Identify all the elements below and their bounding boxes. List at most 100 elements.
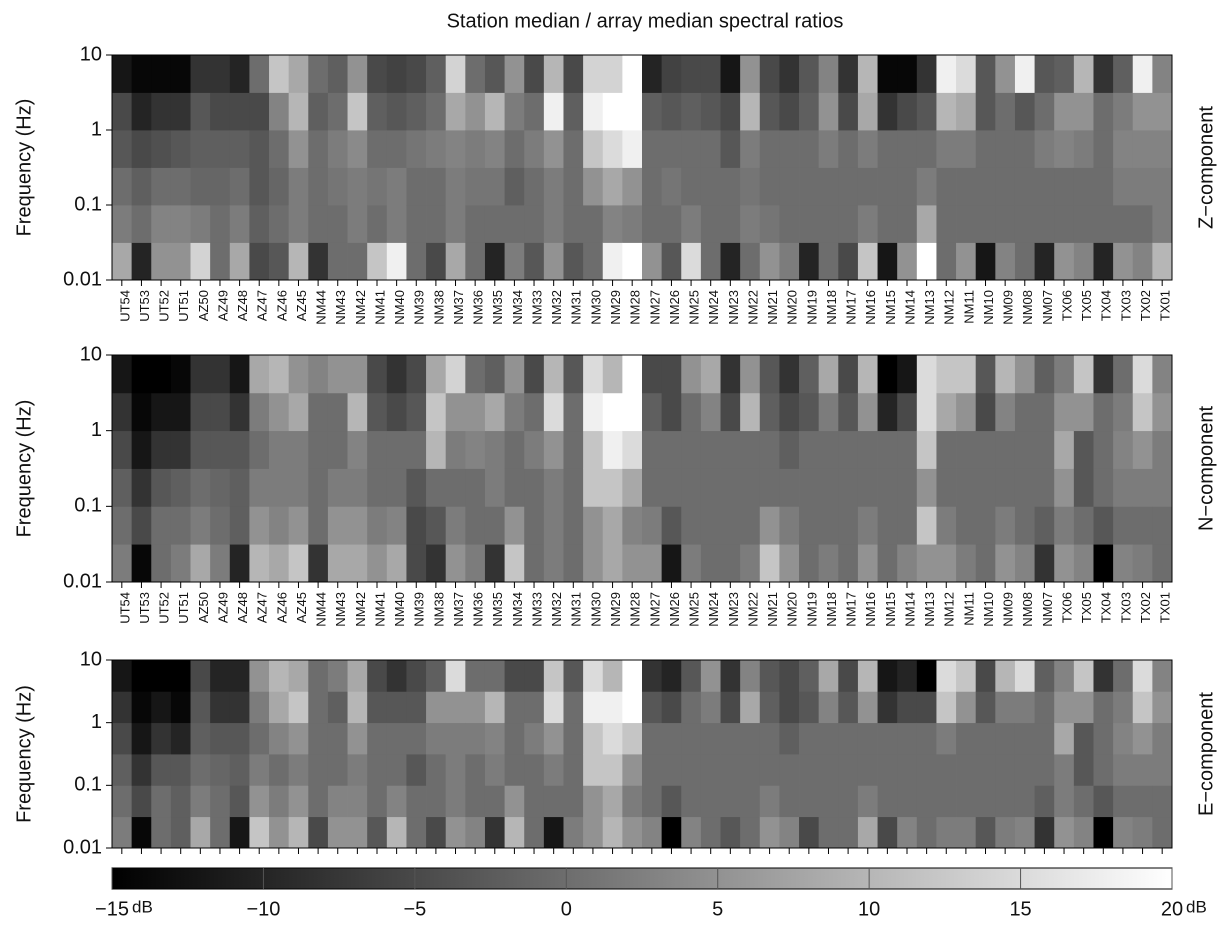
heatmap-cell [622, 544, 643, 583]
heatmap-cell [838, 130, 859, 168]
station-label: NM19 [804, 592, 819, 627]
station-label: NM33 [529, 592, 544, 627]
heatmap-cell [426, 205, 447, 243]
heatmap-cell [249, 660, 270, 692]
heatmap-cell [170, 430, 191, 469]
heatmap-cell [818, 92, 839, 131]
heatmap-cell [956, 242, 977, 281]
station-label: NM29 [608, 592, 623, 627]
y-axis-label: Frequency (Hz) [13, 685, 35, 823]
heatmap-cell [995, 242, 1016, 281]
heatmap-cell [642, 242, 663, 281]
heatmap-cell [740, 506, 761, 545]
heatmap-cell [936, 544, 957, 583]
heatmap-cell [347, 468, 368, 507]
heatmap-cell [838, 691, 859, 724]
heatmap-cell [484, 242, 505, 281]
station-label: NM27 [647, 290, 662, 325]
heatmap-cell [602, 544, 623, 583]
heatmap-cell [445, 430, 466, 469]
panel-label: N−component [1195, 406, 1217, 532]
station-label: NM23 [726, 592, 741, 627]
station-label: NM18 [824, 592, 839, 627]
heatmap-cell [622, 754, 643, 786]
heatmap-cell [975, 506, 996, 545]
heatmap-cell [288, 754, 309, 786]
heatmap-cell [386, 468, 407, 507]
heatmap-cell [347, 205, 368, 243]
heatmap-cell [1132, 691, 1153, 724]
heatmap-cell [897, 205, 918, 243]
heatmap-cell [269, 205, 290, 243]
heatmap-cell [936, 754, 957, 786]
heatmap-cell [642, 130, 663, 168]
heatmap-cell [1014, 660, 1035, 692]
heatmap-cell [1054, 242, 1075, 281]
heatmap-cell [426, 691, 447, 724]
heatmap-cell [190, 754, 211, 786]
heatmap-cell [269, 430, 290, 469]
heatmap-cell [131, 785, 152, 818]
heatmap-cell [524, 816, 545, 849]
heatmap-cell [367, 392, 388, 432]
heatmap-cell [661, 430, 682, 469]
heatmap-cell [112, 506, 133, 545]
heatmap-cell [857, 691, 878, 724]
station-label: NM30 [588, 290, 603, 325]
heatmap-cell [1132, 167, 1153, 206]
heatmap-cell [288, 468, 309, 507]
heatmap-cell [170, 130, 191, 168]
station-label: NM42 [353, 290, 368, 325]
heatmap-cell [1073, 506, 1094, 545]
heatmap-cell [740, 355, 761, 394]
station-label: TX06 [1059, 290, 1074, 321]
heatmap-cell [642, 691, 663, 724]
station-label: TX06 [1059, 592, 1074, 623]
y-tick-label: 10 [80, 43, 102, 65]
heatmap-cell [484, 754, 505, 786]
heatmap-cell [504, 355, 525, 394]
heatmap-cell [857, 167, 878, 206]
heatmap-cell [975, 92, 996, 131]
y-tick-label: 1 [91, 711, 102, 733]
heatmap-cell [916, 468, 937, 507]
heatmap-cell [1073, 722, 1094, 755]
heatmap-cell [1073, 430, 1094, 469]
heatmap-cell [602, 816, 623, 849]
heatmap-cell [1054, 55, 1075, 93]
heatmap-cell [956, 130, 977, 168]
heatmap-cell [308, 242, 329, 281]
heatmap-cell [838, 754, 859, 786]
heatmap-cell [838, 55, 859, 93]
heatmap-cell [642, 392, 663, 432]
heatmap-cell [759, 130, 780, 168]
heatmap-cell [583, 167, 604, 206]
heatmap-cell [779, 242, 800, 281]
heatmap-cell [367, 430, 388, 469]
heatmap-cell [170, 242, 191, 281]
heatmap-cell [563, 130, 584, 168]
heatmap-cell [857, 430, 878, 469]
heatmap-cell [269, 754, 290, 786]
heatmap-cell [1093, 468, 1114, 507]
heatmap-cell [426, 754, 447, 786]
heatmap-cell [190, 816, 211, 849]
heatmap-cell [700, 355, 721, 394]
heatmap-cell [818, 355, 839, 394]
heatmap-cell [1113, 544, 1134, 583]
heatmap-cell [700, 722, 721, 755]
heatmap-cell [504, 430, 525, 469]
heatmap-cell [1132, 785, 1153, 818]
heatmap-cell [602, 205, 623, 243]
heatmap-cell [799, 506, 820, 545]
heatmap-cell [681, 355, 702, 394]
heatmap-cell [720, 544, 741, 583]
heatmap-cell [1113, 392, 1134, 432]
heatmap-cell [759, 205, 780, 243]
heatmap-cell [151, 392, 172, 432]
station-label: NM08 [1020, 592, 1035, 627]
heatmap-cell [916, 130, 937, 168]
heatmap-cell [445, 355, 466, 394]
heatmap-cell [445, 785, 466, 818]
heatmap-cell [975, 544, 996, 583]
